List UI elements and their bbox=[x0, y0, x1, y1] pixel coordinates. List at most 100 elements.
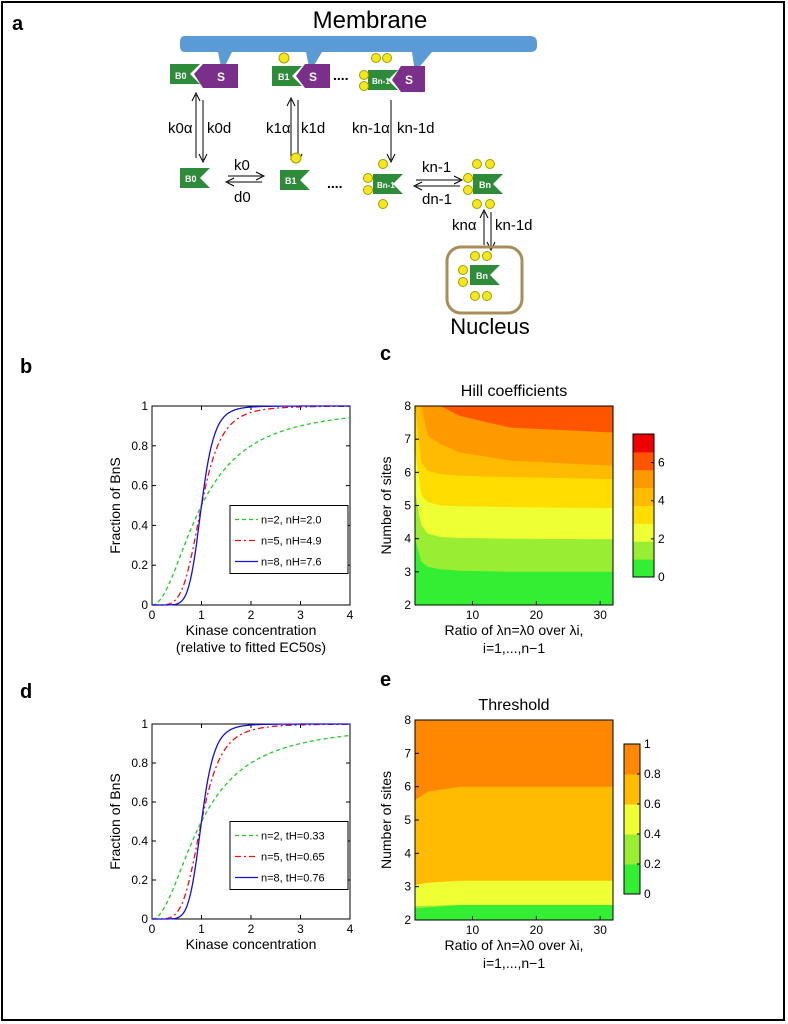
x-tick-label: 3 bbox=[297, 922, 304, 936]
colorbar-cell-1 bbox=[633, 541, 654, 560]
y-tick-label: 3 bbox=[404, 880, 411, 894]
series-line-0 bbox=[151, 417, 351, 606]
phospho-icon bbox=[359, 81, 369, 91]
colorbar-tick-label: 0.4 bbox=[644, 827, 661, 841]
y-tick-label: 0.2 bbox=[131, 873, 148, 887]
y-tick-label: 1 bbox=[141, 399, 148, 413]
colorbar-cell-0 bbox=[633, 559, 654, 578]
colorbar-cell-2 bbox=[633, 523, 654, 542]
legend-label-2: n=8, tH=0.76 bbox=[261, 873, 325, 885]
x-tick-label: 4 bbox=[347, 922, 354, 936]
species-row: B0 B1 .... Bn-1 Bn bbox=[180, 152, 503, 209]
species-bn1-label: Bn-1 bbox=[377, 181, 395, 190]
rate-k1-d: k1d bbox=[301, 120, 325, 137]
x-tick-label: 20 bbox=[530, 608, 544, 622]
y-tick-label: 5 bbox=[404, 813, 411, 827]
phospho-icon bbox=[463, 173, 473, 183]
y-axis-label: Fraction of BnS bbox=[107, 773, 123, 870]
legend-label-0: n=2, tH=0.33 bbox=[261, 831, 325, 843]
colorbar-cell-3 bbox=[633, 505, 654, 524]
scaffold bbox=[296, 64, 330, 88]
phospho-icon bbox=[470, 291, 480, 301]
colorbar-tick-label: 1 bbox=[644, 737, 651, 751]
y-tick-label: 7 bbox=[404, 746, 411, 760]
phospho-icon bbox=[371, 53, 381, 63]
colorbar-frame bbox=[632, 433, 655, 578]
x-axis-label-2: (relative to fitted EC50s) bbox=[176, 639, 326, 655]
chart-b-dose-response: 0 1 2 3 4 0 0.2 0.4 0.6 0.8 1 n=2, nH=2.0 n=5, nH=4.… bbox=[107, 399, 354, 655]
membrane bbox=[180, 36, 537, 72]
horizontal-arrows bbox=[224, 171, 464, 191]
species-bn1 bbox=[373, 174, 403, 194]
nucleus-label: Nucleus bbox=[450, 314, 529, 339]
y-tick-label: 4 bbox=[404, 846, 411, 860]
x-tick-label: 3 bbox=[297, 608, 304, 622]
y-tick-label: 5 bbox=[404, 499, 411, 513]
rate-kn1-alpha: kn-1α bbox=[352, 120, 390, 137]
phospho-icon bbox=[485, 199, 495, 209]
complex-b0-scaffold: S B0 bbox=[170, 64, 238, 88]
colorbar-tick-label: 0 bbox=[644, 887, 651, 901]
scaffold-label: S bbox=[309, 70, 317, 84]
chart-title: Threshold bbox=[478, 697, 549, 714]
species-b1-label: B1 bbox=[285, 176, 297, 186]
panel-label-b: b bbox=[20, 356, 32, 378]
phospho-icon bbox=[472, 199, 482, 209]
x-tick-label: 4 bbox=[347, 608, 354, 622]
heatmap-band-4 bbox=[415, 720, 613, 800]
species-b1-top-label: B1 bbox=[278, 72, 290, 82]
phospho-icon bbox=[485, 159, 495, 169]
chart-d-dose-response: 0 1 2 3 4 0 0.2 0.4 0.6 0.8 1 n=2, tH=0.33 n=5, tH=0… bbox=[107, 717, 354, 952]
y-tick-label: 0 bbox=[141, 912, 148, 926]
species-bn-label: Bn bbox=[479, 180, 491, 190]
phospho-icon bbox=[382, 53, 392, 63]
phospho-icon bbox=[470, 251, 480, 261]
x-tick-label: 2 bbox=[248, 608, 255, 622]
panel-label-a: a bbox=[12, 13, 24, 35]
y-tick-label: 7 bbox=[404, 432, 411, 446]
colorbar-cell-0 bbox=[624, 864, 640, 895]
rate-k0: k0 bbox=[234, 157, 250, 174]
colorbar-cell-4 bbox=[624, 744, 640, 775]
colorbar-tick-label: 0.8 bbox=[644, 767, 661, 781]
species-bn1-top bbox=[368, 70, 398, 90]
rate-kn-alpha: knα bbox=[452, 217, 477, 234]
legend bbox=[229, 505, 349, 574]
colorbar-tick-label: 0 bbox=[658, 570, 665, 584]
phospho-icon bbox=[278, 52, 290, 64]
y-tick-label: 0.8 bbox=[131, 756, 148, 770]
complex-bn1-scaffold: S Bn-1 bbox=[359, 53, 425, 92]
x-tick-label: 30 bbox=[594, 923, 608, 937]
y-tick-label: 0.2 bbox=[131, 558, 148, 572]
phospho-icon bbox=[472, 159, 482, 169]
chart-title: Hill coefficients bbox=[461, 383, 567, 400]
phospho-icon bbox=[378, 199, 388, 209]
y-tick-label: 6 bbox=[404, 465, 411, 479]
phospho-icon bbox=[290, 152, 302, 164]
rate-kn1: kn-1 bbox=[422, 159, 451, 176]
phospho-icon bbox=[458, 277, 468, 287]
y-tick-label: 0.4 bbox=[131, 834, 148, 848]
species-bn-nucleus-label: Bn bbox=[476, 271, 488, 281]
series-line-1 bbox=[152, 405, 350, 606]
x-axis-label-2: i=1,...,n−1 bbox=[483, 640, 545, 656]
x-axis-label: Kinase concentration bbox=[186, 936, 317, 952]
y-axis-label: Number of sites bbox=[378, 771, 394, 869]
x-axis-label: Ratio of λn=λ0 over λi, bbox=[445, 937, 584, 953]
phospho-icon bbox=[458, 265, 468, 275]
y-tick-label: 0.6 bbox=[131, 479, 148, 493]
legend-label-2: n=8, nH=7.6 bbox=[261, 557, 322, 569]
nucleus-membrane bbox=[445, 245, 524, 315]
y-tick-label: 4 bbox=[404, 532, 411, 546]
x-tick-label: 10 bbox=[466, 608, 480, 622]
colorbar-tick-label: 0.6 bbox=[644, 797, 661, 811]
colorbar-cell-4 bbox=[633, 487, 654, 506]
y-axis-label: Fraction of BnS bbox=[107, 457, 123, 554]
legend-label-1: n=5, tH=0.65 bbox=[261, 852, 325, 864]
species-b0 bbox=[180, 168, 210, 188]
x-tick-label: 30 bbox=[594, 608, 608, 622]
phospho-icon bbox=[363, 185, 373, 195]
species-bn-nucleus bbox=[470, 265, 500, 285]
y-tick-label: 1 bbox=[141, 717, 148, 731]
